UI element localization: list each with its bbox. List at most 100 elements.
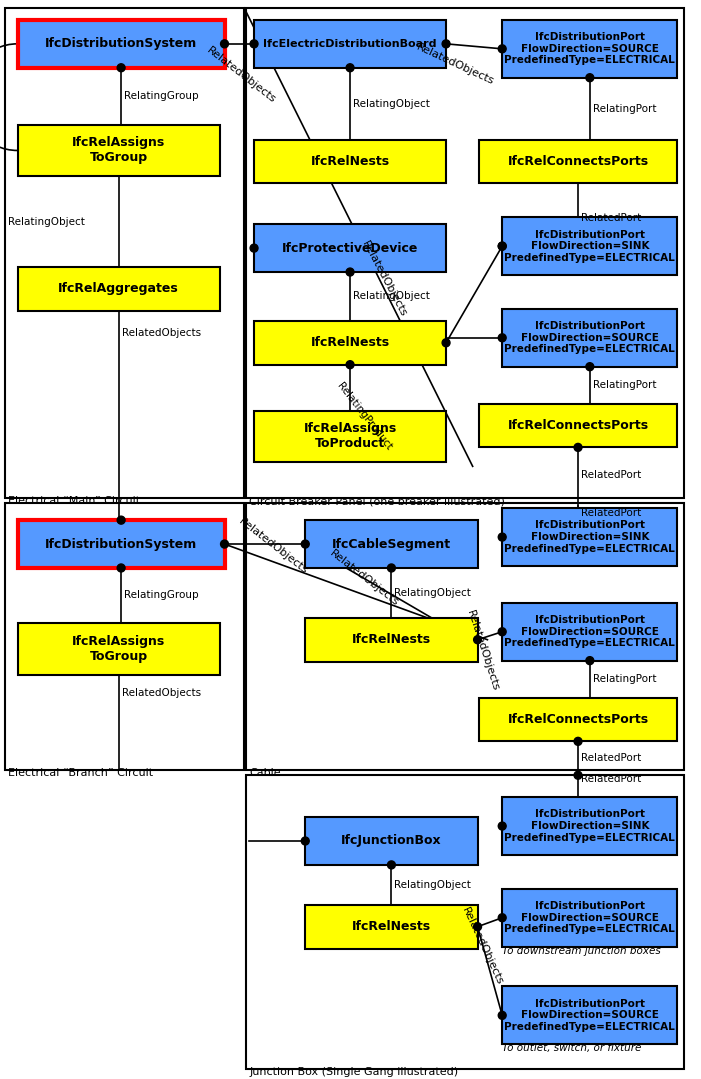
Text: IfcRelAssigns
ToGroup: IfcRelAssigns ToGroup (72, 634, 165, 663)
Text: RelatingPort: RelatingPort (593, 380, 656, 391)
Circle shape (586, 363, 594, 371)
FancyBboxPatch shape (254, 19, 446, 68)
FancyBboxPatch shape (502, 889, 677, 946)
Circle shape (498, 1011, 506, 1020)
Text: IfcDistributionSystem: IfcDistributionSystem (45, 537, 197, 550)
FancyBboxPatch shape (254, 410, 446, 462)
Text: RelatedObjects: RelatedObjects (465, 609, 501, 693)
Text: Junction Box (Single Gang illustrated): Junction Box (Single Gang illustrated) (249, 1067, 458, 1077)
Circle shape (498, 242, 506, 250)
Circle shape (574, 737, 582, 746)
Circle shape (574, 443, 582, 451)
FancyBboxPatch shape (305, 520, 477, 568)
Text: IfcRelNests: IfcRelNests (311, 155, 390, 168)
Circle shape (586, 657, 594, 665)
Text: IfcProtectiveDevice: IfcProtectiveDevice (282, 242, 418, 255)
Circle shape (117, 64, 125, 71)
Text: Cable: Cable (249, 768, 281, 778)
Text: IfcJunctionBox: IfcJunctionBox (341, 834, 442, 847)
Circle shape (117, 516, 125, 524)
Circle shape (498, 822, 506, 830)
Text: RelatedObjects: RelatedObjects (205, 45, 278, 105)
Text: Circuit Breaker Panel (one breaker illustrated): Circuit Breaker Panel (one breaker illus… (249, 496, 505, 506)
Circle shape (498, 242, 506, 250)
Circle shape (117, 564, 125, 572)
Text: IfcDistributionPort
FlowDirection=SOURCE
PredefinedType=ELECTRICAL: IfcDistributionPort FlowDirection=SOURCE… (505, 615, 675, 648)
Text: IfcDistributionPort
FlowDirection=SOURCE
PredefinedType=ELECTRICAL: IfcDistributionPort FlowDirection=SOURCE… (505, 32, 675, 66)
FancyBboxPatch shape (18, 623, 219, 674)
Circle shape (574, 771, 582, 779)
Text: RelatingPort: RelatingPort (593, 674, 656, 684)
Text: RelatedPort: RelatedPort (581, 753, 641, 763)
Text: RelatedObjects: RelatedObjects (121, 687, 200, 697)
Text: IfcRelAssigns
ToGroup: IfcRelAssigns ToGroup (72, 136, 165, 164)
Circle shape (498, 914, 506, 921)
Circle shape (301, 541, 309, 548)
FancyBboxPatch shape (479, 139, 677, 183)
Text: Electrical “Main” Circuit: Electrical “Main” Circuit (8, 496, 140, 506)
Circle shape (346, 268, 354, 276)
Circle shape (221, 40, 229, 47)
FancyBboxPatch shape (305, 618, 477, 661)
Text: RelatedObjects: RelatedObjects (121, 328, 200, 338)
FancyBboxPatch shape (305, 905, 477, 948)
FancyBboxPatch shape (305, 817, 477, 865)
Text: RelatingProduct: RelatingProduct (335, 381, 394, 452)
Text: IfcRelConnectsPorts: IfcRelConnectsPorts (508, 419, 648, 432)
FancyBboxPatch shape (18, 124, 219, 176)
FancyBboxPatch shape (502, 603, 677, 660)
Circle shape (498, 333, 506, 342)
Text: IfcRelAssigns
ToProduct: IfcRelAssigns ToProduct (304, 423, 397, 450)
Circle shape (442, 339, 450, 346)
Text: RelatedPort: RelatedPort (581, 508, 641, 518)
Text: RelatedObjects: RelatedObjects (328, 548, 401, 607)
FancyBboxPatch shape (502, 309, 677, 367)
FancyBboxPatch shape (479, 404, 677, 448)
FancyBboxPatch shape (254, 224, 446, 272)
Text: IfcDistributionSystem: IfcDistributionSystem (45, 38, 197, 51)
Circle shape (250, 40, 258, 47)
FancyBboxPatch shape (502, 217, 677, 275)
Text: IfcRelAggregates: IfcRelAggregates (58, 283, 179, 296)
Text: IfcDistributionPort
FlowDirection=SOURCE
PredefinedType=ELECTRICAL: IfcDistributionPort FlowDirection=SOURCE… (505, 901, 675, 934)
Text: RelatedPort: RelatedPort (581, 213, 641, 222)
FancyBboxPatch shape (502, 986, 677, 1044)
Text: Electrical “Branch” Circuit: Electrical “Branch” Circuit (8, 768, 153, 778)
Text: RelatedObjects: RelatedObjects (460, 906, 505, 987)
FancyBboxPatch shape (254, 139, 446, 183)
Text: IfcRelNests: IfcRelNests (352, 633, 431, 646)
Circle shape (442, 40, 450, 47)
Text: IfcDistributionPort
FlowDirection=SINK
PredefinedType=ELECTRICAL: IfcDistributionPort FlowDirection=SINK P… (505, 520, 675, 554)
Text: RelatedPort: RelatedPort (581, 470, 641, 480)
Circle shape (301, 837, 309, 845)
Circle shape (498, 628, 506, 636)
Circle shape (221, 541, 229, 548)
Text: IfcDistributionPort
FlowDirection=SOURCE
PredefinedType=ELECTRICAL: IfcDistributionPort FlowDirection=SOURCE… (505, 322, 675, 354)
Circle shape (388, 564, 395, 572)
Circle shape (586, 73, 594, 82)
Text: RelatedPort: RelatedPort (581, 775, 641, 784)
FancyBboxPatch shape (18, 267, 219, 311)
Text: IfcDistributionPort
FlowDirection=SOURCE
PredefinedType=ELECTRICAL: IfcDistributionPort FlowDirection=SOURCE… (505, 999, 675, 1032)
Circle shape (474, 636, 482, 644)
Text: IfcRelConnectsPorts: IfcRelConnectsPorts (508, 155, 648, 168)
Circle shape (346, 64, 354, 71)
Text: RelatingObject: RelatingObject (353, 98, 430, 109)
Text: RelatingPort: RelatingPort (593, 104, 656, 113)
Circle shape (498, 533, 506, 541)
FancyBboxPatch shape (502, 508, 677, 566)
Text: RelatedObjects: RelatedObjects (414, 42, 496, 87)
Text: IfcDistributionPort
FlowDirection=SINK
PredefinedType=ELECTRICAL: IfcDistributionPort FlowDirection=SINK P… (505, 809, 675, 843)
Text: IfcRelConnectsPorts: IfcRelConnectsPorts (508, 713, 648, 726)
Text: RelatingObject: RelatingObject (395, 588, 471, 598)
Text: IfcRelNests: IfcRelNests (311, 337, 390, 350)
Text: RelatingObject: RelatingObject (8, 217, 85, 227)
Text: To downstream junction boxes: To downstream junction boxes (502, 945, 661, 956)
Text: IfcElectricDistributionBoard: IfcElectricDistributionBoard (264, 39, 437, 49)
Circle shape (250, 244, 258, 252)
Circle shape (346, 360, 354, 369)
Text: IfcDistributionPort
FlowDirection=SINK
PredefinedType=ELECTRICAL: IfcDistributionPort FlowDirection=SINK P… (505, 230, 675, 262)
FancyBboxPatch shape (18, 520, 224, 568)
Circle shape (498, 45, 506, 53)
FancyBboxPatch shape (502, 19, 677, 78)
